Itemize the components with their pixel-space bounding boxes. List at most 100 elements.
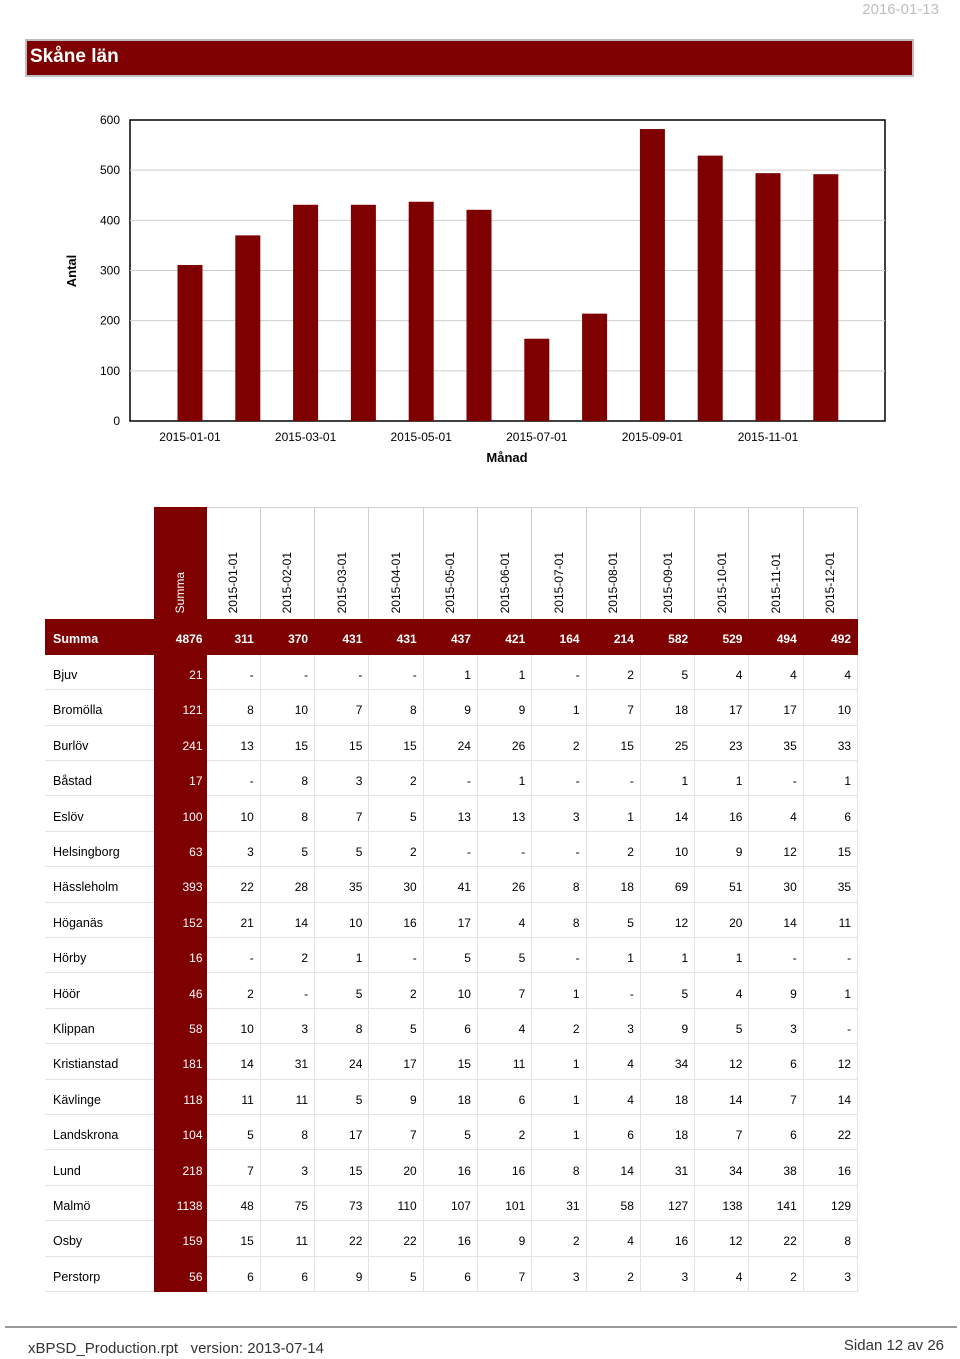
table-cell: 5 (640, 654, 696, 691)
x-tick-label: 2015-11-01 (738, 430, 799, 444)
table-cell: - (477, 831, 533, 868)
footer-page-number: Sidan 12 av 26 (843, 1337, 944, 1354)
row-name: Båstad (45, 760, 154, 797)
bar (408, 201, 434, 421)
table-cell: 73 (314, 1185, 370, 1222)
table-cell: - (206, 937, 261, 974)
table-row: Lund 218 7 3 15 20 16 16 8 14 31 34 38 16 (45, 1149, 859, 1186)
table-cell: 6 (586, 1114, 641, 1151)
table-cell: 30 (368, 866, 424, 903)
row-sum-cell: 241 (154, 725, 207, 762)
x-tick-label: 2015-07-01 (506, 430, 568, 444)
table-row: Bromölla 121 8 10 7 8 9 9 1 7 18 17 17 10 (45, 689, 859, 726)
table-cell: 6 (803, 795, 859, 832)
bar (350, 204, 376, 421)
table-cell: 5 (477, 937, 533, 974)
table-cell: 24 (423, 725, 478, 762)
table-cell: 25 (640, 725, 696, 762)
column-header-label: 2015-09-01 (660, 551, 675, 613)
table-cell: 22 (206, 866, 261, 903)
table-cell: 164 (531, 619, 587, 655)
table-cell: 31 (260, 1043, 316, 1080)
table-cell: 48 (206, 1185, 261, 1222)
table-cell: 9 (314, 1256, 370, 1292)
row-sum-cell: 16 (154, 937, 207, 974)
table-cell: 2 (531, 1220, 587, 1257)
table-cell: 14 (206, 1043, 261, 1080)
table-cell: 20 (694, 902, 750, 939)
table-cell: 8 (260, 795, 316, 832)
bar (177, 264, 203, 421)
table-cell: 31 (531, 1185, 587, 1222)
table-cell: 38 (748, 1149, 804, 1186)
row-name: Landskrona (45, 1114, 154, 1151)
table-cell: 24 (314, 1043, 370, 1080)
row-sum-cell: 104 (154, 1114, 207, 1151)
column-header-label: 2015-05-01 (443, 551, 458, 613)
row-name: Bjuv (45, 654, 154, 691)
table-row: Hässleholm 393 22 28 35 30 41 26 8 18 69 51 30 35 (45, 866, 859, 903)
table-cell: 138 (694, 1185, 750, 1222)
table-cell: - (586, 760, 641, 797)
table-cell: 5 (423, 937, 478, 974)
table-header-row: Summa 2015-01-01 2015-02-01 2015-03-01 2015-… (45, 507, 859, 619)
table-cell: 16 (640, 1220, 696, 1257)
row-sum-cell: 218 (154, 1149, 207, 1186)
row-sum-cell: 118 (154, 1079, 207, 1115)
row-name: Perstorp (45, 1256, 154, 1292)
table-cell: 431 (314, 619, 370, 655)
table-cell: 3 (260, 1149, 316, 1186)
table-cell: 8 (531, 1149, 587, 1186)
row-name: Hörby (45, 937, 154, 974)
data-table: Summa 2015-01-01 2015-02-01 2015-03-01 2015-… (45, 507, 859, 1292)
table-cell: 12 (694, 1220, 750, 1257)
row-sum-cell: 121 (154, 689, 207, 726)
table-cell: 1 (531, 972, 587, 1009)
table-cell: 16 (694, 795, 750, 832)
table-cell: 5 (640, 972, 696, 1009)
column-header-month: 2015-06-01 (477, 507, 533, 619)
table-cell: 7 (368, 1114, 424, 1151)
table-cell: 4 (748, 795, 804, 832)
table-cell: - (531, 831, 587, 868)
table-cell: 529 (694, 619, 750, 655)
table-cell: 20 (368, 1149, 424, 1186)
table-cell: 6 (423, 1256, 478, 1292)
table-cell: 4 (748, 654, 804, 691)
row-name: Bromölla (45, 689, 154, 726)
y-tick-label: 500 (100, 163, 120, 177)
y-axis-label: Antal (64, 255, 79, 288)
table-cell: 5 (206, 1114, 261, 1151)
table-row: Eslöv 100 10 8 7 5 13 13 3 1 14 16 4 6 (45, 795, 859, 832)
table-cell: 15 (803, 831, 859, 868)
table-cell: 1 (803, 760, 859, 797)
table-cell: 41 (423, 866, 478, 903)
table-cell: 107 (423, 1185, 478, 1222)
column-header-month: 2015-09-01 (640, 507, 696, 619)
table-cell: 4 (586, 1043, 641, 1080)
row-sum-cell: 17 (154, 760, 207, 797)
table-cell: 12 (748, 831, 804, 868)
table-cell: 311 (206, 619, 261, 655)
table-cell: 582 (640, 619, 696, 655)
table-cell: 35 (314, 866, 370, 903)
row-name: Osby (45, 1220, 154, 1257)
row-name: Klippan (45, 1008, 154, 1045)
table-cell: 6 (423, 1008, 478, 1045)
table-cell: 110 (368, 1185, 424, 1222)
table-cell: 7 (748, 1079, 804, 1115)
y-tick-label: 400 (100, 213, 120, 227)
table-cell: 17 (694, 689, 750, 726)
table-cell: 1 (477, 760, 533, 797)
table-cell: 1 (531, 1043, 587, 1080)
table-cell: 7 (314, 689, 370, 726)
table-cell: 3 (803, 1256, 859, 1292)
table-cell: 15 (314, 1149, 370, 1186)
table-cell: 2 (531, 1008, 587, 1045)
table-cell: 33 (803, 725, 859, 762)
table-cell: 69 (640, 866, 696, 903)
table-cell: 6 (477, 1079, 533, 1115)
table-cell: 13 (423, 795, 478, 832)
table-cell: 10 (314, 902, 370, 939)
table-cell: 3 (206, 831, 261, 868)
